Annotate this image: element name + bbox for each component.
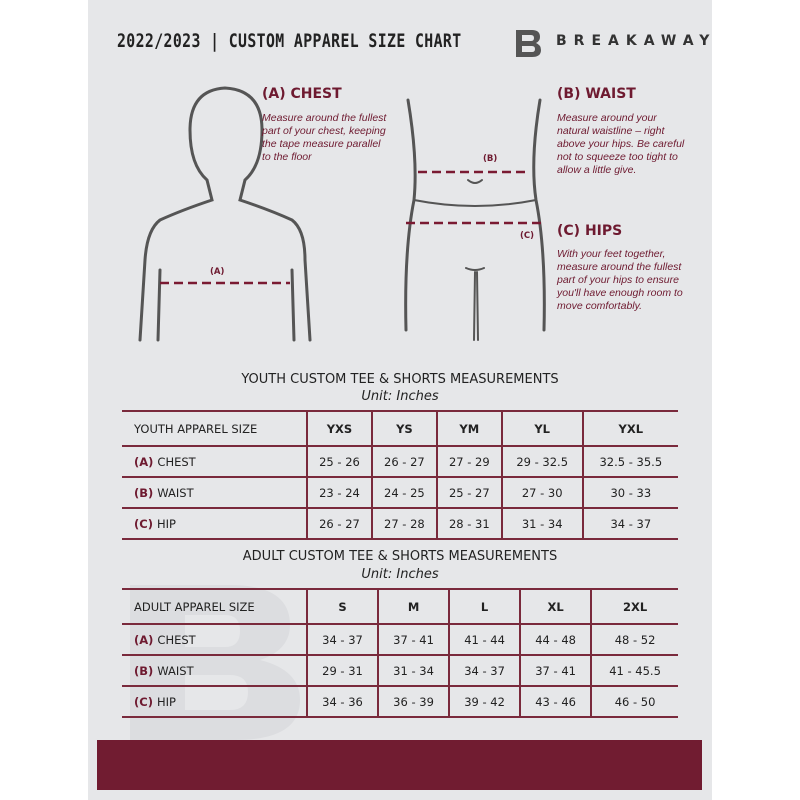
table-row: (B) WAIST 23 - 24 24 - 25 25 - 27 27 - 30 30 -…	[122, 477, 678, 509]
size-label: M	[377, 588, 450, 625]
measurement-name: CHEST	[157, 454, 196, 469]
size-header: YOUTH APPAREL SIZE	[122, 410, 307, 447]
waist-marker: (B)	[483, 154, 498, 164]
measurement-label: (A) CHEST	[122, 624, 307, 656]
measurement-name: CHEST	[157, 632, 196, 647]
measurement-value: 46 - 50	[590, 686, 678, 718]
measurement-code: (B)	[134, 663, 154, 678]
measurement-value: 27 - 30	[500, 477, 583, 509]
measurement-value: 34 - 37	[581, 508, 678, 540]
size-label: YS	[370, 410, 437, 447]
hips-marker: (C)	[520, 231, 535, 241]
youth-size-table: YOUTH APPAREL SIZE YXS YS YM YL YXL (A) CHEST 25…	[122, 410, 678, 540]
table-row: (A) CHEST 25 - 26 26 - 27 27 - 29 29 - 32.5 32…	[122, 446, 678, 478]
measurement-value: 25 - 27	[435, 477, 502, 509]
size-label: L	[448, 588, 521, 625]
youth-title: YOUTH CUSTOM TEE & SHORTS MEASUREMENTS	[241, 372, 559, 387]
measurement-value: 48 - 52	[590, 624, 678, 656]
measurement-value: 37 - 41	[519, 655, 592, 687]
table-row: (C) HIP 26 - 27 27 - 28 28 - 31 31 - 34 34 - 3…	[122, 508, 678, 540]
measurement-value: 23 - 24	[306, 477, 372, 509]
size-label: 2XL	[590, 588, 678, 625]
measurement-code: (B)	[134, 485, 154, 500]
measurement-value: 39 - 42	[448, 686, 521, 718]
measurement-name: WAIST	[157, 485, 194, 500]
measurement-value: 37 - 41	[377, 624, 450, 656]
measurement-value: 41 - 44	[448, 624, 521, 656]
table-row: (C) HIP 34 - 36 36 - 39 39 - 42 43 - 46 46 - 5…	[122, 686, 678, 718]
measurement-label: (C) HIP	[122, 508, 307, 540]
measurement-name: WAIST	[157, 663, 194, 678]
measurement-value: 31 - 34	[500, 508, 583, 540]
brand-name: BREAKAWAY	[556, 33, 717, 49]
measurement-value: 31 - 34	[377, 655, 450, 687]
measurement-value: 32.5 - 35.5	[581, 446, 678, 478]
size-label: YXS	[306, 410, 372, 447]
measurement-label: (B) WAIST	[122, 655, 307, 687]
table-row: (B) WAIST 29 - 31 31 - 34 34 - 37 37 - 41 41 -…	[122, 655, 678, 687]
body-diagram	[138, 86, 546, 342]
footer-bar	[97, 740, 702, 790]
measurement-name: HIP	[156, 694, 176, 709]
waist-description: Measure around your natural waistline – …	[557, 112, 685, 176]
measurement-value: 25 - 26	[306, 446, 372, 478]
measurement-value: 27 - 29	[435, 446, 502, 478]
hips-description: With your feet together, measure around …	[557, 248, 683, 312]
table-header-row: YOUTH APPAREL SIZE YXS YS YM YL YXL	[122, 410, 678, 447]
measurement-value: 34 - 37	[305, 624, 379, 656]
chest-heading: (A) CHEST	[262, 86, 342, 102]
chest-marker: (A)	[210, 267, 225, 277]
adult-unit: Unit: Inches	[361, 567, 439, 582]
measurement-value: 29 - 32.5	[500, 446, 583, 478]
measurement-label: (A) CHEST	[122, 446, 307, 478]
measurement-code: (C)	[134, 516, 153, 531]
measurement-name: HIP	[156, 516, 176, 531]
hips-heading: (C) HIPS	[557, 223, 623, 239]
measurement-value: 26 - 27	[370, 446, 437, 478]
measurement-value: 41 - 45.5	[590, 655, 678, 687]
measurement-value: 24 - 25	[370, 477, 437, 509]
measurement-value: 30 - 33	[581, 477, 678, 509]
adult-title: ADULT CUSTOM TEE & SHORTS MEASUREMENTS	[242, 549, 558, 564]
measurement-value: 34 - 36	[305, 686, 379, 718]
size-header: ADULT APPAREL SIZE	[122, 588, 307, 625]
measurement-value: 34 - 37	[448, 655, 521, 687]
measurement-label: (B) WAIST	[122, 477, 307, 509]
head-outline	[188, 86, 312, 342]
measurement-value: 44 - 48	[519, 624, 592, 656]
size-label: S	[305, 588, 379, 625]
measurement-label: (C) HIP	[122, 686, 307, 718]
waist-heading: (B) WAIST	[557, 86, 636, 102]
chest-description: Measure around the fullest part of your …	[262, 112, 387, 163]
table-header-row: ADULT APPAREL SIZE S M L XL 2XL	[122, 588, 678, 625]
measurement-code: (C)	[134, 694, 153, 709]
measurement-code: (A)	[134, 632, 154, 647]
youth-unit: Unit: Inches	[361, 389, 439, 404]
measurement-value: 36 - 39	[377, 686, 450, 718]
measurement-code: (A)	[134, 454, 154, 469]
measurement-value: 27 - 28	[370, 508, 437, 540]
size-label: YL	[500, 410, 583, 447]
measurement-value: 26 - 27	[306, 508, 372, 540]
brand-logo-icon	[516, 30, 541, 57]
page-title: 2022/2023 | CUSTOM APPAREL SIZE CHART	[117, 30, 462, 52]
size-label: YXL	[581, 410, 678, 447]
size-label: XL	[519, 588, 592, 625]
measurement-value: 28 - 31	[435, 508, 502, 540]
measurement-value: 43 - 46	[519, 686, 592, 718]
measurement-value: 29 - 31	[305, 655, 379, 687]
table-row: (A) CHEST 34 - 37 37 - 41 41 - 44 44 - 48 48 -…	[122, 624, 678, 656]
adult-size-table: ADULT APPAREL SIZE S M L XL 2XL (A) CHEST 34 - 3…	[122, 588, 678, 718]
size-label: YM	[435, 410, 502, 447]
